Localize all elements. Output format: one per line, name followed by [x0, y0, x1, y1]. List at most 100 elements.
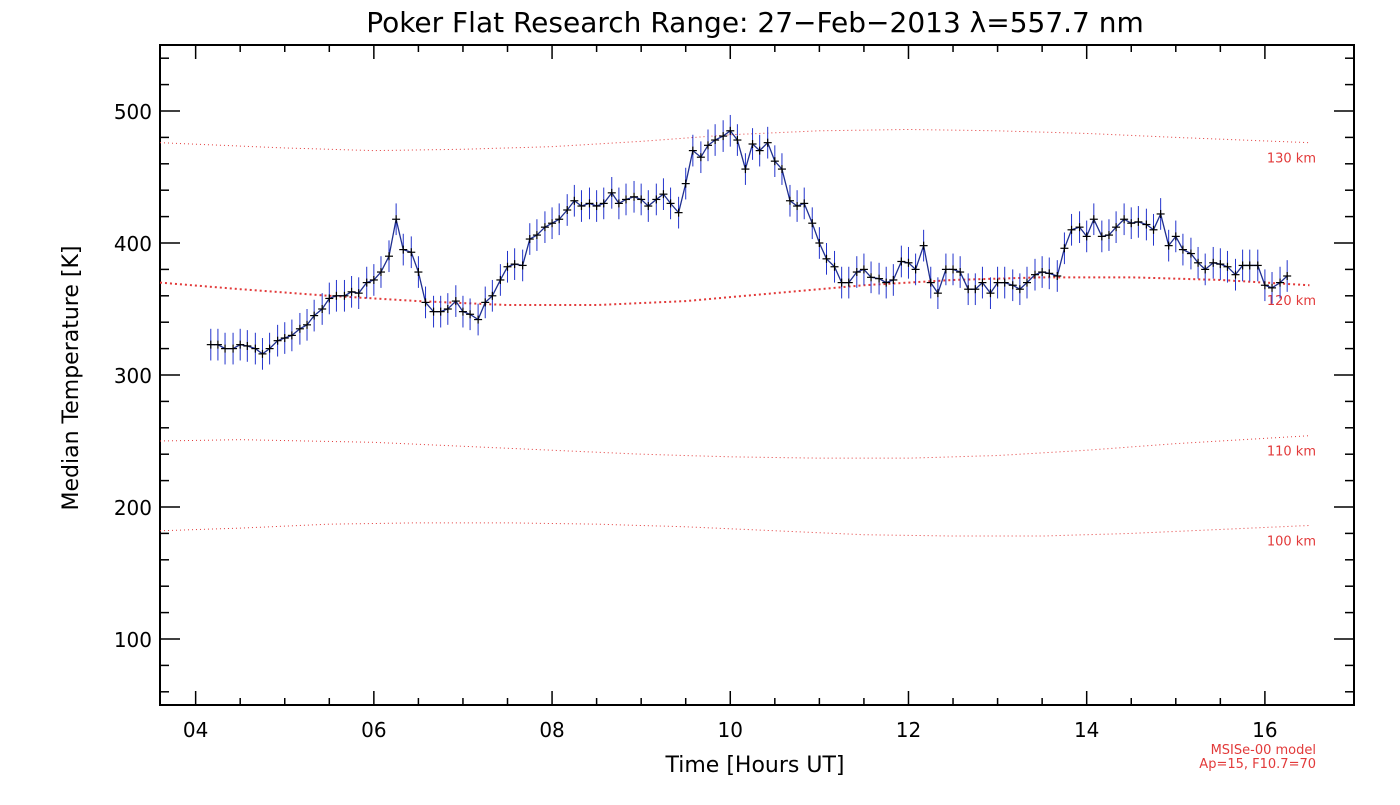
data-point: [800, 199, 809, 208]
data-point: [1134, 217, 1143, 226]
data-point: [325, 294, 334, 303]
model-curve: [159, 435, 1310, 459]
data-point: [1104, 231, 1113, 240]
error-bars: [210, 114, 1288, 370]
data-point: [369, 275, 378, 284]
y-tick-label: 400: [114, 232, 152, 256]
data-point: [755, 146, 764, 155]
data-point: [815, 239, 824, 247]
data-point: [213, 340, 222, 349]
data-point: [763, 138, 772, 147]
data-point: [1120, 215, 1129, 224]
data-point: [577, 202, 586, 211]
data-point: [607, 188, 616, 197]
data-point: [889, 275, 898, 284]
data-point: [904, 258, 913, 267]
data-point: [1253, 261, 1262, 270]
data-point: [340, 291, 349, 300]
data-point: [532, 231, 541, 240]
data-point: [1082, 232, 1091, 241]
data-point: [897, 257, 906, 266]
data-point: [243, 341, 252, 350]
data-point: [1031, 270, 1040, 279]
data-point: [362, 278, 371, 287]
data-point: [726, 126, 735, 135]
x-tick-label: 12: [896, 718, 921, 742]
data-point: [555, 215, 564, 224]
x-tick-label: 10: [718, 718, 743, 742]
x-tick-label: 08: [539, 718, 564, 742]
y-tick-label: 500: [114, 100, 152, 124]
data-point: [964, 285, 973, 294]
data-point: [1038, 268, 1047, 277]
data-point: [273, 336, 282, 345]
model-curve-label: 110 km: [1267, 445, 1316, 460]
data-point: [1260, 281, 1269, 290]
data-point: [421, 298, 430, 307]
data-point: [1238, 261, 1247, 270]
data-point: [295, 324, 304, 333]
data-point: [1112, 223, 1121, 232]
data-point: [1067, 225, 1076, 234]
data-point: [1075, 223, 1084, 232]
x-tick-label: 14: [1074, 718, 1099, 742]
data-point: [703, 141, 712, 150]
data-point: [1053, 272, 1062, 280]
data-point: [1097, 232, 1106, 241]
data-point: [540, 223, 549, 232]
y-tick-label: 100: [114, 628, 152, 652]
data-point: [926, 278, 935, 287]
data-point: [777, 165, 786, 174]
data-point: [1164, 241, 1173, 250]
data-point: [414, 268, 423, 277]
data-point: [458, 307, 467, 316]
data-point: [585, 199, 594, 208]
data-point: [347, 287, 356, 296]
data-point: [1283, 272, 1292, 280]
data-point: [1089, 215, 1098, 224]
y-axis-label: Median Temperature [K]: [59, 246, 84, 511]
data-point: [229, 344, 238, 353]
data-point: [376, 268, 385, 277]
data-markers: [206, 126, 1292, 358]
data-point: [986, 289, 995, 298]
data-point: [637, 195, 646, 204]
data-point: [956, 268, 965, 277]
data-point: [496, 275, 505, 284]
data-point: [1149, 225, 1158, 234]
data-point: [666, 199, 675, 208]
data-point: [1223, 262, 1232, 271]
data-point: [503, 262, 512, 271]
y-tick-label: 200: [114, 496, 152, 520]
data-point: [332, 291, 341, 300]
data-point: [719, 132, 728, 141]
data-point: [1216, 260, 1225, 269]
model-curve-label: 100 km: [1267, 534, 1316, 549]
data-point: [1245, 261, 1254, 270]
data-point: [733, 136, 742, 145]
data-point: [993, 278, 1002, 287]
data-point: [548, 219, 557, 228]
data-point: [941, 265, 950, 274]
model-curve-label: 120 km: [1267, 294, 1316, 309]
data-point: [592, 202, 601, 211]
data-point: [1142, 220, 1151, 229]
data-point: [392, 215, 401, 224]
data-point: [280, 334, 289, 343]
data-point: [852, 268, 861, 277]
data-point: [466, 310, 475, 319]
data-point: [1231, 270, 1240, 279]
data-point: [1268, 283, 1277, 292]
data-point: [1276, 278, 1285, 287]
data-point: [696, 153, 705, 162]
data-point: [474, 315, 483, 324]
model-curves: 130 km 120 km 110 km 100 km: [159, 128, 1316, 549]
chart-title: Poker Flat Research Range: 27−Feb−2013 λ…: [366, 6, 1144, 39]
data-point: [822, 254, 831, 263]
data-point: [785, 196, 794, 205]
data-point: [1171, 232, 1180, 241]
data-point: [384, 252, 393, 261]
data-point: [748, 140, 757, 148]
